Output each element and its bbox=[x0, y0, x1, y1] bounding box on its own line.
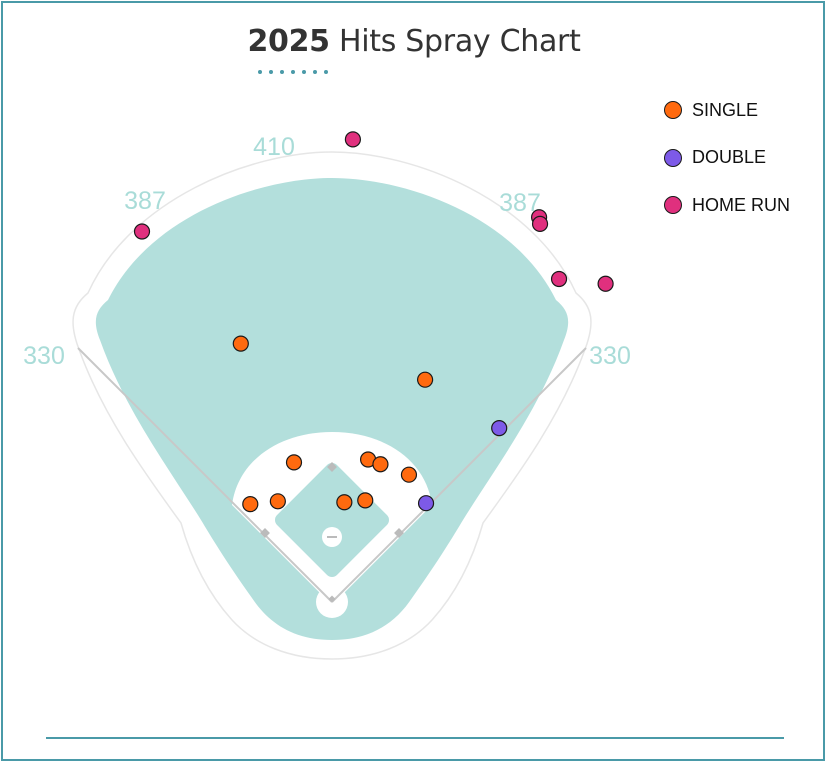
distance-left-center: 387 bbox=[124, 187, 166, 215]
underline-dot bbox=[258, 70, 262, 74]
hit-point-single[interactable] bbox=[372, 456, 389, 473]
ballpark bbox=[72, 151, 592, 660]
hit-point-single[interactable] bbox=[285, 454, 303, 471]
hit-point-single[interactable] bbox=[232, 335, 249, 352]
hit-point-single[interactable] bbox=[400, 466, 418, 483]
legend-label-single: SINGLE bbox=[692, 99, 759, 120]
legend-swatch-double bbox=[664, 148, 682, 167]
legend-label-home-run: HOME RUN bbox=[692, 194, 790, 215]
hit-point-home-run[interactable] bbox=[531, 215, 549, 232]
bottom-rule bbox=[46, 737, 784, 739]
underline-dot bbox=[324, 70, 328, 74]
hit-point-double[interactable] bbox=[417, 495, 435, 512]
distance-right-line: 330 bbox=[589, 342, 631, 370]
legend: SINGLE DOUBLE HOME RUN bbox=[664, 98, 790, 241]
underline-dot bbox=[280, 70, 284, 74]
hit-point-single[interactable] bbox=[357, 492, 374, 509]
legend-label-double: DOUBLE bbox=[692, 147, 767, 167]
outfield-grass bbox=[95, 178, 569, 640]
chart-title: 2025 Hits Spray Chart bbox=[0, 24, 828, 59]
legend-swatch-home-run bbox=[664, 196, 682, 214]
legend-item-home-run[interactable]: HOME RUN bbox=[664, 193, 790, 217]
underline-dot bbox=[313, 70, 317, 74]
right-foul-line bbox=[331, 347, 587, 603]
legend-item-double[interactable]: DOUBLE bbox=[664, 146, 790, 170]
legend-item-single[interactable]: SINGLE bbox=[664, 98, 790, 122]
underline-dot bbox=[291, 70, 295, 74]
left-foul-line bbox=[77, 347, 333, 603]
first-base bbox=[394, 528, 404, 538]
distance-left-line: 330 bbox=[23, 342, 65, 370]
spray-chart-svg: 330 387 410 387 330 bbox=[23, 131, 631, 660]
title-text: Hits Spray Chart bbox=[329, 24, 581, 59]
hit-point-home-run[interactable] bbox=[133, 223, 151, 240]
hit-point-home-run[interactable] bbox=[550, 270, 568, 288]
underline-dot bbox=[302, 70, 306, 74]
legend-swatch-single bbox=[664, 101, 682, 119]
second-base bbox=[327, 462, 337, 472]
title-underline-dots bbox=[258, 70, 334, 76]
hit-point-single[interactable] bbox=[417, 371, 434, 388]
hit-markers bbox=[133, 131, 614, 513]
hit-point-single[interactable] bbox=[269, 493, 286, 510]
hit-point-single[interactable] bbox=[336, 494, 353, 511]
hit-point-home-run[interactable] bbox=[344, 131, 361, 148]
hit-point-single[interactable] bbox=[242, 496, 259, 513]
title-year: 2025 bbox=[247, 24, 330, 59]
distance-center: 410 bbox=[253, 133, 295, 161]
hit-point-home-run[interactable] bbox=[597, 275, 614, 292]
third-base bbox=[260, 528, 270, 538]
underline-dot bbox=[269, 70, 273, 74]
hit-point-double[interactable] bbox=[491, 420, 508, 437]
pitchers-rubber bbox=[327, 536, 337, 538]
distance-labels: 330 387 410 387 330 bbox=[23, 133, 631, 370]
home-plate bbox=[328, 595, 336, 603]
